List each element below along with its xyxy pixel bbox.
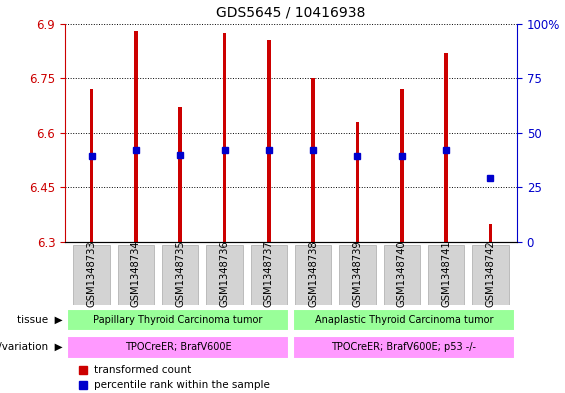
FancyBboxPatch shape [472,245,508,305]
Text: GSM1348737: GSM1348737 [264,241,274,307]
FancyBboxPatch shape [73,245,110,305]
Text: TPOCreER; BrafV600E; p53 -/-: TPOCreER; BrafV600E; p53 -/- [332,342,476,353]
Bar [134,31,138,242]
Text: percentile rank within the sample: percentile rank within the sample [94,380,270,390]
Bar [444,53,448,242]
FancyBboxPatch shape [67,309,289,331]
Text: genotype/variation  ▶: genotype/variation ▶ [0,342,63,353]
Bar [489,224,492,242]
Text: GSM1348733: GSM1348733 [86,241,97,307]
Text: GSM1348736: GSM1348736 [220,241,229,307]
Bar [267,40,271,242]
Text: GSM1348739: GSM1348739 [353,241,362,307]
Bar [223,33,226,242]
Text: GSM1348740: GSM1348740 [397,241,407,307]
FancyBboxPatch shape [162,245,198,305]
Text: GSM1348734: GSM1348734 [131,241,141,307]
FancyBboxPatch shape [384,245,420,305]
Text: GSM1348742: GSM1348742 [485,241,496,307]
Bar [356,122,359,242]
Text: transformed count: transformed count [94,365,192,375]
Bar [400,89,403,242]
FancyBboxPatch shape [206,245,243,305]
Text: Anaplastic Thyroid Carcinoma tumor: Anaplastic Thyroid Carcinoma tumor [315,315,493,325]
FancyBboxPatch shape [67,336,289,359]
Text: Papillary Thyroid Carcinoma tumor: Papillary Thyroid Carcinoma tumor [93,315,263,325]
Text: GSM1348741: GSM1348741 [441,241,451,307]
Title: GDS5645 / 10416938: GDS5645 / 10416938 [216,6,366,20]
FancyBboxPatch shape [293,309,515,331]
Text: GSM1348735: GSM1348735 [175,241,185,307]
Bar [179,107,182,242]
FancyBboxPatch shape [293,336,515,359]
Text: GSM1348738: GSM1348738 [308,241,318,307]
Text: tissue  ▶: tissue ▶ [17,315,63,325]
Bar [90,89,93,242]
FancyBboxPatch shape [118,245,154,305]
Text: TPOCreER; BrafV600E: TPOCreER; BrafV600E [125,342,231,353]
FancyBboxPatch shape [251,245,287,305]
Bar [311,78,315,242]
FancyBboxPatch shape [428,245,464,305]
FancyBboxPatch shape [295,245,331,305]
FancyBboxPatch shape [339,245,376,305]
